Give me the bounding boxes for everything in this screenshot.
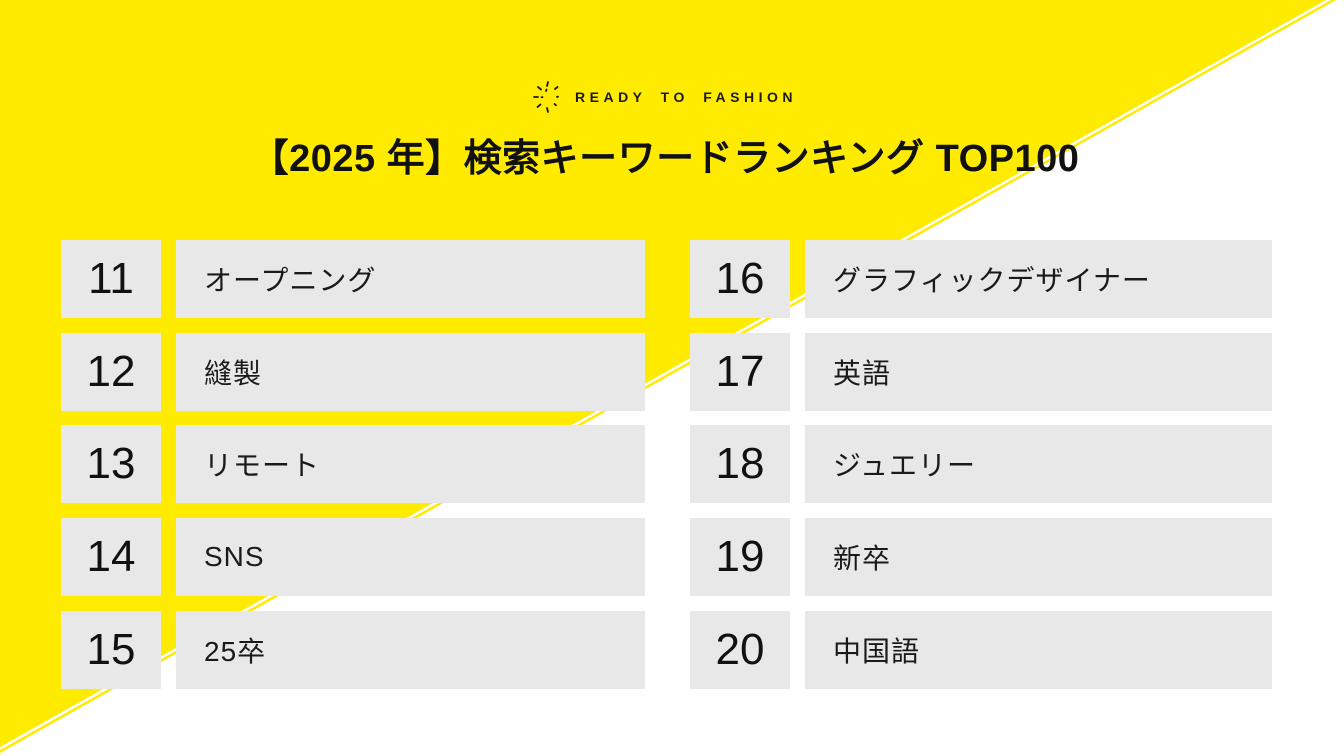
ranking-row: 18 ジュエリー — [690, 425, 1272, 504]
rank-number: 15 — [61, 610, 161, 689]
rank-keyword: 縫製 — [176, 332, 645, 411]
ranking-row: 17 英語 — [690, 332, 1272, 411]
rank-keyword: 新卒 — [805, 518, 1272, 597]
rank-keyword: 英語 — [805, 332, 1272, 411]
ranking-row: 11 オープニング — [61, 240, 645, 318]
ranking-row: 15 25卒 — [61, 610, 645, 689]
rank-keyword: 中国語 — [805, 610, 1272, 689]
ranking-row: 14 SNS — [61, 518, 645, 597]
rank-keyword: グラフィックデザイナー — [805, 240, 1272, 318]
page-title: 【2025 年】検索キーワードランキング TOP100 — [250, 138, 1080, 180]
rank-number: 20 — [690, 610, 790, 689]
rank-number: 11 — [61, 240, 161, 318]
rank-number: 16 — [690, 240, 790, 318]
rank-number: 17 — [690, 332, 790, 411]
ranking-column-left: 11 オープニング 12 縫製 13 リモート 14 SNS 15 25卒 — [61, 240, 645, 689]
ranking-row: 16 グラフィックデザイナー — [690, 240, 1272, 318]
ranking-row: 13 リモート — [61, 425, 645, 504]
rank-keyword: オープニング — [176, 240, 645, 318]
rank-number: 12 — [61, 332, 161, 411]
brand-logo: READY TO FASHION — [0, 80, 1337, 114]
rank-number: 14 — [61, 518, 161, 597]
rank-number: 19 — [690, 518, 790, 597]
sparkle-icon — [533, 81, 559, 113]
ranking-row: 19 新卒 — [690, 518, 1272, 597]
rank-keyword: SNS — [176, 518, 645, 597]
ranking-row: 20 中国語 — [690, 610, 1272, 689]
rank-keyword: ジュエリー — [805, 425, 1272, 504]
rank-number: 18 — [690, 425, 790, 504]
brand-logo-text: READY TO FASHION — [575, 89, 797, 105]
ranking-row: 12 縫製 — [61, 332, 645, 411]
ranking-column-right: 16 グラフィックデザイナー 17 英語 18 ジュエリー 19 新卒 20 中… — [690, 240, 1272, 689]
rank-keyword: 25卒 — [176, 610, 645, 689]
rank-number: 13 — [61, 425, 161, 504]
rank-keyword: リモート — [176, 425, 645, 504]
